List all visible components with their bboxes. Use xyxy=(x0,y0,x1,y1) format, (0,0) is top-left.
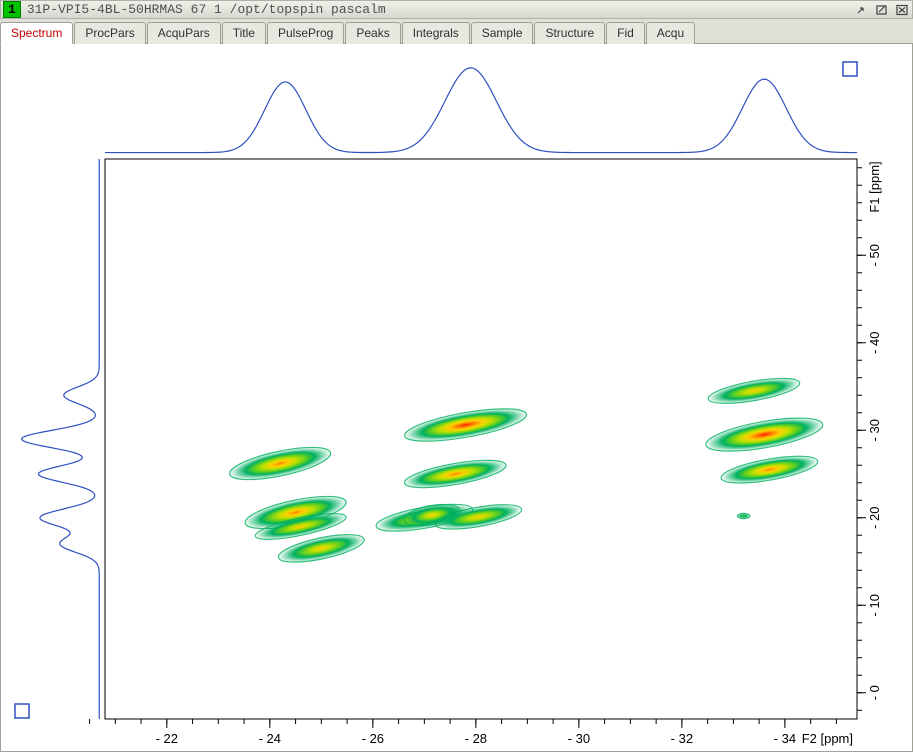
tab-peaks[interactable]: Peaks xyxy=(345,22,400,44)
tab-acqu[interactable]: Acqu xyxy=(646,22,695,44)
x-axis: - 22 - 24 - 26 - 28 - 30 - 32 - 34 F2 [ppm] xyxy=(90,719,853,746)
tab-integrals[interactable]: Integrals xyxy=(402,22,470,44)
dataset-badge: 1 xyxy=(3,1,21,18)
tab-acqupars[interactable]: AcquPars xyxy=(147,22,221,44)
tab-sample[interactable]: Sample xyxy=(471,22,534,44)
svg-text:- 22: - 22 xyxy=(156,731,178,746)
zoom-box-bottom-left[interactable] xyxy=(15,704,29,718)
svg-text:- 34: - 34 xyxy=(774,731,796,746)
tab-procpars[interactable]: ProcPars xyxy=(74,22,145,44)
svg-text:- 26: - 26 xyxy=(362,731,384,746)
svg-text:- 40: - 40 xyxy=(867,332,882,354)
svg-text:- 30: - 30 xyxy=(568,731,590,746)
tab-structure[interactable]: Structure xyxy=(534,22,605,44)
svg-text:- 50: - 50 xyxy=(867,244,882,266)
svg-text:- 20: - 20 xyxy=(867,507,882,529)
close-icon[interactable] xyxy=(894,3,910,17)
window-title: 31P-VPI5-4BL-50HRMAS 67 1 /opt/topspin p… xyxy=(27,2,854,17)
maximize-icon[interactable] xyxy=(874,3,890,17)
window-controls xyxy=(854,3,910,17)
svg-text:F1 [ppm]: F1 [ppm] xyxy=(867,161,882,212)
svg-text:F2 [ppm]: F2 [ppm] xyxy=(802,731,853,746)
app-window: 1 31P-VPI5-4BL-50HRMAS 67 1 /opt/topspin… xyxy=(0,0,913,751)
top-1d-trace xyxy=(105,68,857,153)
contour-peaks xyxy=(227,373,825,567)
minimize-icon[interactable] xyxy=(854,3,870,17)
svg-text:- 0: - 0 xyxy=(867,685,882,700)
tab-bar: SpectrumProcParsAcquParsTitlePulseProgPe… xyxy=(0,19,913,44)
plot-area[interactable]: - 22- 24- 26- 28- 30- 32- 34F2 [ppm]- 0-… xyxy=(0,44,913,752)
zoom-box-top-right[interactable] xyxy=(843,62,857,76)
svg-text:- 10: - 10 xyxy=(867,594,882,616)
tab-title[interactable]: Title xyxy=(222,22,266,44)
svg-text:- 30: - 30 xyxy=(867,419,882,441)
svg-text:- 32: - 32 xyxy=(671,731,693,746)
svg-text:- 24: - 24 xyxy=(259,731,281,746)
tab-fid[interactable]: Fid xyxy=(606,22,645,44)
tab-spectrum[interactable]: Spectrum xyxy=(0,22,73,44)
nmr-2d-plot[interactable]: - 22- 24- 26- 28- 30- 32- 34F2 [ppm]- 0-… xyxy=(1,44,912,751)
svg-text:- 28: - 28 xyxy=(465,731,487,746)
titlebar: 1 31P-VPI5-4BL-50HRMAS 67 1 /opt/topspin… xyxy=(0,0,913,19)
y-axis: - 0 - 10 - 20 - 30 - 40 - 50 F1 [ppm] xyxy=(857,161,882,710)
left-1d-trace xyxy=(22,159,100,719)
tab-pulseprog[interactable]: PulseProg xyxy=(267,22,344,44)
